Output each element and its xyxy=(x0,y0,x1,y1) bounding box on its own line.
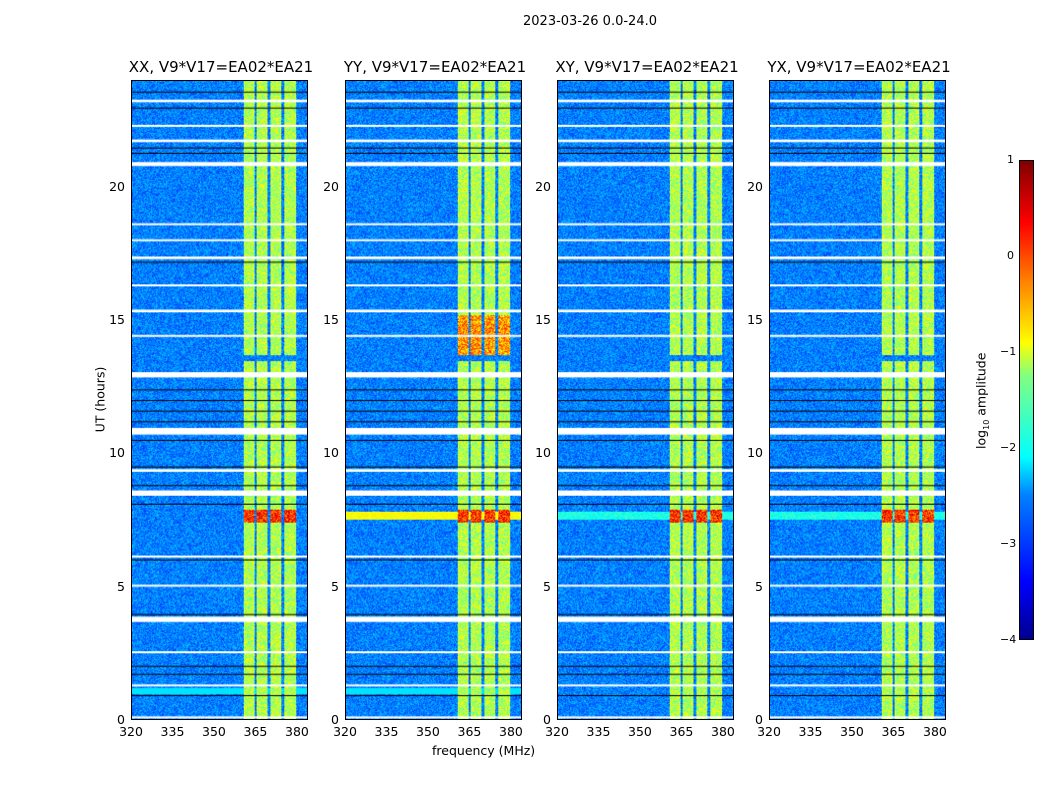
x-tick-label: 365 xyxy=(881,724,906,739)
x-tick-label: 335 xyxy=(374,724,399,739)
x-tick-label: 350 xyxy=(840,724,864,739)
y-tick-label: 0 xyxy=(331,712,339,727)
waterfall-heatmap xyxy=(557,80,734,720)
x-tick-label: 320 xyxy=(757,724,781,739)
waterfall-heatmap xyxy=(131,80,308,720)
y-tick-label: 10 xyxy=(535,445,551,461)
colorbar xyxy=(1019,160,1034,640)
x-tick-label: 380 xyxy=(923,724,947,739)
y-tick-label: 15 xyxy=(323,312,339,327)
panel-title: XY, V9*V17=EA02*EA21 xyxy=(555,58,739,76)
x-tick-label: 365 xyxy=(243,724,268,739)
colorbar-tick-label: −1 xyxy=(1000,345,1017,358)
colorbar-tick-label: 1 xyxy=(1007,153,1014,166)
x-tick-label: 380 xyxy=(285,724,309,739)
colorbar-tick-label: −4 xyxy=(1000,633,1017,646)
x-tick-label: 335 xyxy=(586,724,611,739)
y-tick-label: 15 xyxy=(747,312,763,327)
x-tick-label: 380 xyxy=(499,724,523,739)
y-tick-label: 20 xyxy=(323,178,339,194)
x-tick-label: 365 xyxy=(457,724,482,739)
x-tick-label: 320 xyxy=(545,724,569,739)
x-tick-label: 350 xyxy=(416,724,440,739)
x-tick-label: 350 xyxy=(202,724,226,739)
y-tick-label: 10 xyxy=(109,445,125,461)
colorbar-tick-label: −2 xyxy=(1000,441,1017,454)
y-tick-label: 20 xyxy=(747,178,763,194)
panel-title: XX, V9*V17=EA02*EA21 xyxy=(128,58,314,76)
panel-yy: YY, V9*V17=EA02*EA21 320 335 350 365 380 0 5 10 1… xyxy=(323,58,526,739)
y-tick-label: 0 xyxy=(543,712,551,727)
panel-xx: XX, V9*V17=EA02*EA21 320 335 350 365 380 0 5 10 1… xyxy=(109,58,313,739)
y-tick-label: 10 xyxy=(747,445,763,461)
y-tick-label: 0 xyxy=(117,712,125,727)
panel-yx: YX, V9*V17=EA02*EA21 320 335 350 365 380 0 5 10 1… xyxy=(747,58,951,739)
waterfall-heatmap xyxy=(345,80,522,720)
waterfall-heatmap xyxy=(769,80,946,720)
x-tick-label: 365 xyxy=(669,724,694,739)
y-tick-label: 20 xyxy=(535,178,551,194)
x-tick-label: 335 xyxy=(798,724,823,739)
y-axis-label: UT (hours) xyxy=(92,366,108,433)
x-tick-label: 320 xyxy=(119,724,143,739)
x-tick-label: 350 xyxy=(628,724,652,739)
x-tick-label: 320 xyxy=(333,724,357,739)
x-tick-label: 380 xyxy=(711,724,735,739)
panel-xy: XY, V9*V17=EA02*EA21 320 335 350 365 380 0 5 10 1… xyxy=(535,58,739,739)
y-tick-label: 5 xyxy=(331,578,339,594)
y-tick-label: 5 xyxy=(755,578,763,594)
y-tick-label: 5 xyxy=(543,578,551,594)
panel-title: YX, V9*V17=EA02*EA21 xyxy=(767,58,951,76)
panel-title: YY, V9*V17=EA02*EA21 xyxy=(343,58,527,76)
y-tick-label: 15 xyxy=(109,312,125,327)
x-axis-label: frequency (MHz) xyxy=(432,743,536,758)
colorbar-tick-label: −3 xyxy=(1000,537,1017,550)
colorbar-tick-label: 0 xyxy=(1007,249,1014,262)
y-tick-label: 5 xyxy=(117,578,125,594)
y-tick-label: 15 xyxy=(535,312,551,327)
colorbar-label: log10 amplitude xyxy=(973,352,991,449)
x-tick-label: 335 xyxy=(160,724,185,739)
y-tick-label: 10 xyxy=(323,445,339,461)
y-tick-label: 0 xyxy=(755,712,763,727)
y-tick-label: 20 xyxy=(109,178,125,194)
figure-title: 2023-03-26 0.0-24.0 xyxy=(523,14,657,29)
